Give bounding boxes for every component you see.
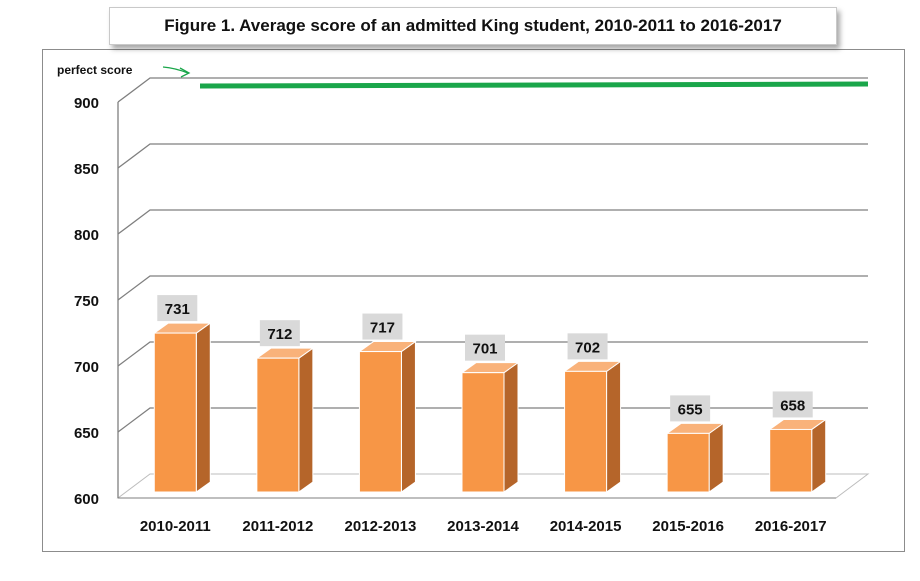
bar-side [195,322,211,493]
data-label-box [259,320,300,347]
data-label-box [362,313,403,340]
bar-side [503,361,519,493]
x-tick-label: 2016-2017 [755,518,827,535]
x-tick-label: 2010-2011 [140,518,211,535]
bar-side [606,360,622,493]
y-tick-label: 700 [74,359,99,376]
bar-side [400,340,416,493]
data-label: 717 [370,320,395,337]
chart-title: Figure 1. Average score of an admitted K… [109,7,837,45]
data-label-box [670,395,711,422]
y-tick-label: 850 [74,161,99,178]
data-label-box [465,334,505,361]
bar [153,332,197,493]
bar [461,372,505,493]
y-tick-label: 800 [74,227,99,244]
gridline [117,143,868,169]
bar-side [708,422,724,493]
data-label-box [567,333,608,360]
arrow-icon [162,66,189,74]
perfect-score-label: perfect score [57,63,133,77]
x-tick-label: 2011-2012 [242,518,313,535]
bar-side [298,347,314,493]
data-label-box [157,295,198,322]
bar [564,370,608,493]
x-tick-label: 2012-2013 [345,518,417,535]
gridline [117,275,868,301]
bar [256,357,300,493]
bar [769,428,813,493]
data-label: 701 [472,341,497,358]
x-tick-label: 2015-2016 [652,518,724,535]
data-label: 655 [678,401,703,418]
data-label: 702 [575,339,600,356]
data-label-box [772,391,813,418]
arrow-head-icon [179,67,191,78]
data-label: 731 [165,301,190,318]
bar [358,351,402,493]
gridline [117,77,868,103]
gridline [117,407,868,433]
data-label: 658 [780,397,805,414]
bar [666,432,710,493]
y-tick-label: 650 [74,425,99,442]
y-tick-label: 600 [74,491,99,508]
x-tick-label: 2013-2014 [447,518,519,535]
data-label: 712 [267,326,292,343]
gridline [117,209,868,235]
gridline [117,341,868,367]
x-tick-label: 2014-2015 [550,518,622,535]
bar-side [811,418,827,493]
perfect-score-line [199,81,869,89]
y-tick-label: 750 [74,293,99,310]
y-tick-label: 900 [74,95,99,112]
